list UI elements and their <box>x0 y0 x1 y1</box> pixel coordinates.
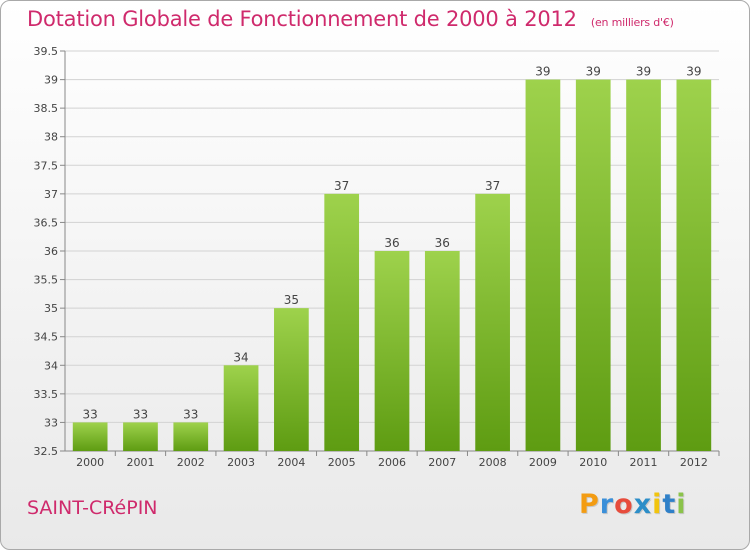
data-label: 36 <box>384 236 399 250</box>
data-label: 39 <box>636 65 651 79</box>
data-label: 34 <box>233 350 248 364</box>
y-tick-label: 35 <box>44 302 58 315</box>
y-tick-label: 36.5 <box>34 216 59 229</box>
bar <box>173 422 209 451</box>
y-tick-label: 35.5 <box>34 274 59 287</box>
y-tick-label: 32.5 <box>34 445 59 458</box>
y-tick-label: 37.5 <box>34 159 59 172</box>
data-label: 36 <box>435 236 450 250</box>
data-label: 35 <box>284 293 299 307</box>
x-tick-label: 2008 <box>479 456 507 469</box>
y-tick-label: 39 <box>44 74 58 87</box>
x-tick-label: 2005 <box>328 456 356 469</box>
logo-letter: i <box>652 489 663 520</box>
x-tick-label: 2009 <box>529 456 557 469</box>
data-label: 33 <box>183 407 198 421</box>
x-tick-label: 2004 <box>277 456 305 469</box>
logo-letter: r <box>599 489 615 520</box>
bar <box>324 193 360 451</box>
y-tick-label: 33 <box>44 416 58 429</box>
data-label: 37 <box>334 179 349 193</box>
bar <box>274 308 309 451</box>
x-tick-label: 2012 <box>680 456 708 469</box>
x-tick-label: 2000 <box>76 456 104 469</box>
proxiti-logo: Proxiti <box>579 489 687 520</box>
bar <box>676 79 712 452</box>
bar <box>374 251 410 451</box>
data-label: 39 <box>586 65 601 79</box>
logo-letter: o <box>614 489 634 520</box>
data-label: 33 <box>133 407 148 421</box>
y-tick-label: 36 <box>44 245 58 258</box>
logo-letter: i <box>676 489 687 520</box>
x-tick-label: 2003 <box>227 456 255 469</box>
bar <box>575 79 611 452</box>
bar <box>223 365 259 451</box>
bar <box>424 251 460 451</box>
bar <box>626 79 661 452</box>
y-tick-label: 39.5 <box>34 45 59 58</box>
bar <box>525 79 561 452</box>
y-tick-labels: 32.5 33 33.5 34 34.5 35 35.5 36 36.5 37 37.5 38 38.5… <box>34 45 59 458</box>
logo-letter: P <box>579 489 600 520</box>
data-label: 39 <box>686 65 701 79</box>
data-label: 39 <box>535 65 550 79</box>
x-tick-labels: 2000 2001 2002 2003 2004 2005 2006 2007 2008 2009… <box>76 456 708 469</box>
bar <box>123 422 158 451</box>
bar <box>72 422 108 451</box>
data-label: 37 <box>485 179 500 193</box>
bar <box>475 193 510 451</box>
y-tick-label: 34 <box>44 359 58 372</box>
data-label: 33 <box>83 407 98 421</box>
y-tick-label: 37 <box>44 188 58 201</box>
y-tick-label: 38 <box>44 131 58 144</box>
y-tick-label: 38.5 <box>34 102 59 115</box>
y-tick-label: 33.5 <box>34 388 59 401</box>
logo-letter: x <box>633 489 653 520</box>
x-tick-label: 2001 <box>126 456 154 469</box>
title-text: Dotation Globale de Fonctionnement de 20… <box>27 7 577 31</box>
y-tick-label: 34.5 <box>34 331 59 344</box>
commune-name: SAINT-CRéPIN <box>27 497 158 519</box>
bars: 33 33 33 34 35 37 36 36 37 39 39 39 39 <box>72 65 712 452</box>
x-tick-label: 2002 <box>177 456 205 469</box>
chart-subtitle: (en milliers d'€) <box>590 16 674 29</box>
x-tick-label: 2006 <box>378 456 406 469</box>
x-tick-label: 2010 <box>579 456 607 469</box>
logo-letter: t <box>662 489 677 520</box>
x-tick-label: 2007 <box>428 456 456 469</box>
x-tick-label: 2011 <box>630 456 658 469</box>
chart-title: Dotation Globale de Fonctionnement de 20… <box>27 7 674 31</box>
